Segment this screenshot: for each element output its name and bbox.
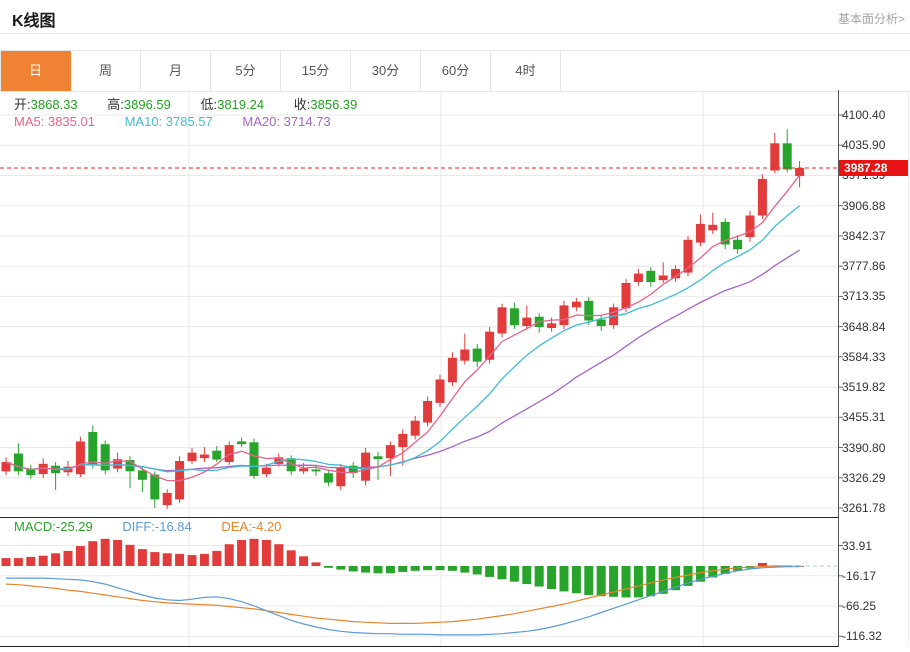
tab-monthly[interactable]: 月 bbox=[141, 51, 211, 91]
macd-bars bbox=[1, 538, 805, 598]
tab-5min[interactable]: 5分 bbox=[211, 51, 281, 91]
period-tab-bar: 日周月 5分 15分 30分 60分 4时 bbox=[0, 50, 910, 92]
dea-line bbox=[5, 565, 800, 625]
diff-line bbox=[6, 565, 800, 636]
tab-daily[interactable]: 日 bbox=[1, 51, 71, 91]
fundamental-analysis-link[interactable]: 基本面分析> bbox=[837, 12, 905, 26]
candles bbox=[1, 129, 805, 509]
ma5-line bbox=[5, 174, 801, 482]
tab-weekly[interactable]: 周 bbox=[71, 51, 141, 91]
current-price-tag: 3987.28 bbox=[839, 160, 908, 176]
tab-4hour[interactable]: 4时 bbox=[491, 51, 561, 91]
page-title: K线图 bbox=[12, 13, 56, 30]
tab-15min[interactable]: 15分 bbox=[281, 51, 351, 91]
header-divider bbox=[0, 33, 910, 34]
tab-60min[interactable]: 60分 bbox=[421, 51, 491, 91]
tab-30min[interactable]: 30分 bbox=[351, 51, 421, 91]
